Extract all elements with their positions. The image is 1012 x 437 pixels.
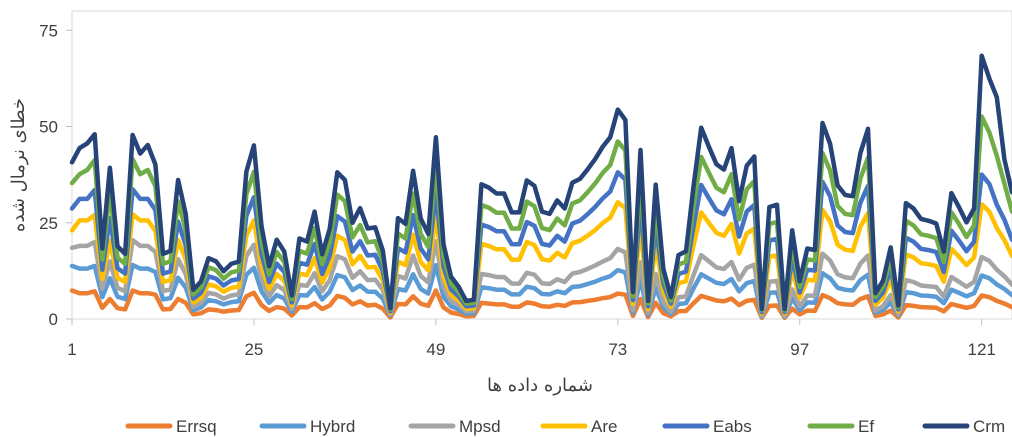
- legend-label-eabs: Eabs: [713, 417, 752, 436]
- series-line-errsq: [69, 288, 1012, 321]
- series-line-are: [69, 200, 1012, 316]
- series-line-crm: [69, 53, 1012, 312]
- legend-label-crm: Crm: [973, 417, 1005, 436]
- x-tick-label: 97: [790, 340, 809, 359]
- y-tick-label: 0: [49, 310, 58, 329]
- legend-label-errsq: Errsq: [176, 417, 217, 436]
- x-tick-label: 25: [244, 340, 263, 359]
- legend-label-are: Are: [591, 417, 617, 436]
- legend-label-ef: Ef: [858, 417, 874, 436]
- legend: Errsq Hybrd Mpsd Are Eabs Ef Crm: [125, 417, 1005, 436]
- y-axis-title: خطای نرمال شده: [8, 98, 29, 232]
- series-layer: [69, 53, 1012, 321]
- y-tick-label: 75: [39, 21, 58, 40]
- legend-label-hybrd: Hybrd: [310, 417, 355, 436]
- series-line-mpsd: [69, 237, 1012, 319]
- plot-area-border: [71, 10, 1012, 320]
- y-tick-label: 25: [39, 214, 58, 233]
- x-axis-title: شماره داده ها: [487, 375, 593, 396]
- x-tick-label: 73: [608, 340, 627, 359]
- x-tick-label: 49: [426, 340, 445, 359]
- series-line-hybrd: [69, 262, 1012, 319]
- series-line-ef: [69, 114, 1012, 313]
- x-axis: 1 25 49 73 97 121: [67, 319, 996, 359]
- legend-label-mpsd: Mpsd: [459, 417, 501, 436]
- y-axis: 0 25 50 75: [39, 21, 72, 329]
- x-tick-label: 121: [967, 340, 995, 359]
- y-tick-label: 50: [39, 118, 58, 137]
- x-tick-label: 1: [67, 340, 76, 359]
- series-line-eabs: [69, 170, 1012, 315]
